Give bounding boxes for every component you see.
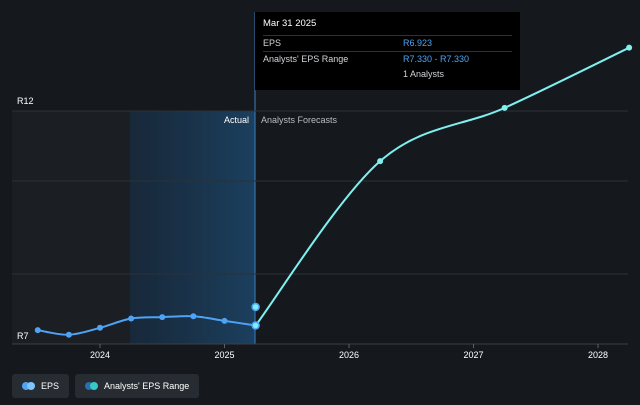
actual-label: Actual <box>224 115 249 125</box>
eps-points <box>34 313 260 338</box>
eps-point-4[interactable] <box>159 314 166 321</box>
eps-chart: R12 R7 Actual Analysts Forecasts 2024 202… <box>12 12 633 360</box>
eps-latest-point[interactable] <box>251 321 260 330</box>
eps-point-3[interactable] <box>128 315 135 322</box>
forecast-points <box>251 44 633 312</box>
eps-point-5[interactable] <box>190 313 197 320</box>
tooltip-analysts-row: 1 Analysts <box>263 67 512 82</box>
x-axis: 2024 2025 2026 2027 2028 <box>90 344 608 360</box>
eps-legend-icon <box>22 382 35 390</box>
tooltip-eps-row: EPS R6.923 <box>263 35 512 51</box>
x-tick-2027: 2027 <box>463 350 483 360</box>
tooltip-date: Mar 31 2025 <box>263 18 317 29</box>
eps-point-0[interactable] <box>34 327 41 334</box>
eps-point-6[interactable] <box>221 317 228 324</box>
forecast-series-line <box>254 46 631 327</box>
x-tick-2024: 2024 <box>90 350 110 360</box>
tooltip-range-row: Analysts' EPS Range R7.330 - R7.330 <box>263 51 512 67</box>
tooltip-analysts: 1 Analysts <box>403 69 445 79</box>
legend-eps[interactable]: EPS <box>12 374 70 398</box>
eps-point-1[interactable] <box>65 331 72 338</box>
legend: EPS Analysts' EPS Range <box>12 374 200 398</box>
highlight-point[interactable] <box>251 302 260 312</box>
forecast-point-1[interactable] <box>377 158 384 165</box>
x-tick-2026: 2026 <box>339 350 359 360</box>
range-legend-icon <box>85 382 99 390</box>
tooltip: Mar 31 2025 EPS R6.923 Analysts' EPS Ran… <box>255 12 520 90</box>
tooltip-eps-label: EPS <box>263 38 282 48</box>
gridlines <box>12 110 628 345</box>
actual-region <box>130 111 255 344</box>
legend-range[interactable]: Analysts' EPS Range <box>75 374 200 398</box>
x-tick-2028: 2028 <box>588 350 608 360</box>
tooltip-range-value: R7.330 - R7.330 <box>403 54 470 64</box>
x-tick-2025: 2025 <box>214 350 234 360</box>
forecast-point-3[interactable] <box>626 44 633 51</box>
y-tick-top: R12 <box>17 96 34 106</box>
y-tick-bottom: R7 <box>17 331 29 341</box>
legend-range-label: Analysts' EPS Range <box>104 381 190 391</box>
tooltip-eps-value: R6.923 <box>403 38 433 48</box>
eps-point-2[interactable] <box>97 324 103 331</box>
forecast-point-2[interactable] <box>501 104 508 111</box>
tooltip-range-label: Analysts' EPS Range <box>263 54 349 64</box>
legend-eps-label: EPS <box>41 381 60 391</box>
past-shade <box>12 111 130 344</box>
forecast-label: Analysts Forecasts <box>261 115 338 125</box>
